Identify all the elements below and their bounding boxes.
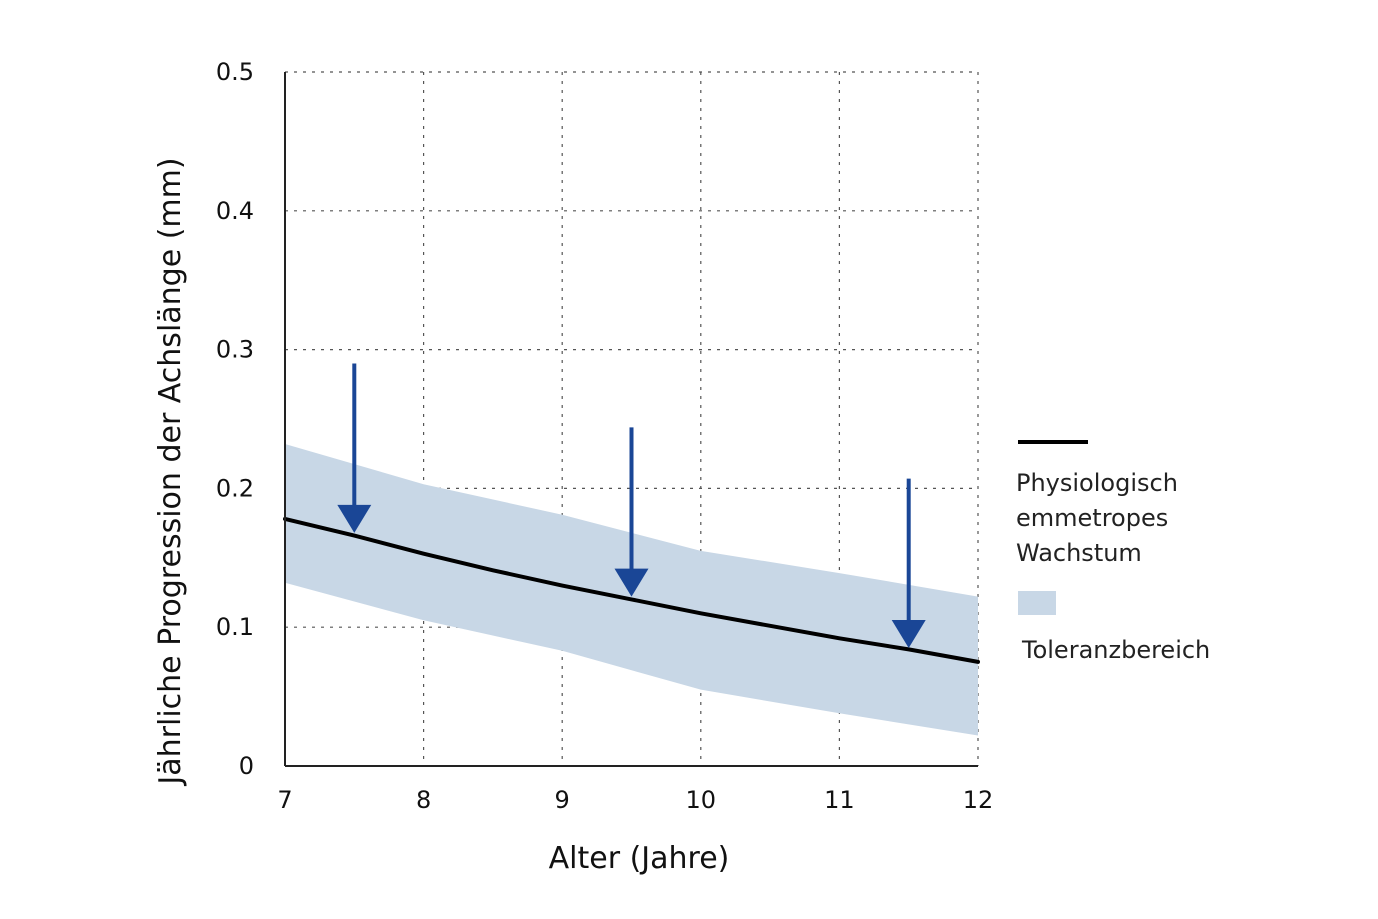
series-layer (283, 516, 980, 664)
tick-labels: 7 8 9 10 11 12 0 0.1 0.2 0.3 0.4 0.5 (216, 58, 993, 814)
x-tick-label: 12 (963, 786, 994, 814)
legend-line-swatch (1018, 440, 1088, 444)
y-tick-label: 0.2 (216, 474, 254, 502)
y-tick-label: 0.4 (216, 197, 254, 225)
series-line-emmetropic-growth (283, 516, 980, 664)
legend: Physiologisch emmetropes Wachstum Tolera… (1016, 440, 1356, 668)
arrows-layer (337, 363, 926, 649)
down-arrow-head (614, 568, 649, 597)
legend-band-label: Toleranzbereich (1022, 636, 1211, 664)
x-tick-label: 10 (686, 786, 717, 814)
y-axis-title: Jährliche Progression der Achslänge (mm) (153, 157, 188, 786)
x-axis-title: Alter (Jahre) (549, 841, 730, 876)
legend-band-swatch (1018, 591, 1056, 615)
y-tick-label: 0.1 (216, 613, 254, 641)
down-arrow-head (337, 504, 372, 533)
y-tick-label: 0 (239, 752, 254, 780)
x-tick-label: 9 (555, 786, 570, 814)
x-tick-label: 7 (277, 786, 292, 814)
x-tick-label: 8 (416, 786, 431, 814)
y-tick-label: 0.3 (216, 336, 254, 364)
down-arrow-head (891, 620, 926, 649)
axes (284, 72, 978, 767)
y-tick-label: 0.5 (216, 58, 254, 86)
x-tick-label: 11 (824, 786, 855, 814)
legend-line-label: Physiologisch emmetropes Wachstum (1016, 469, 1178, 567)
